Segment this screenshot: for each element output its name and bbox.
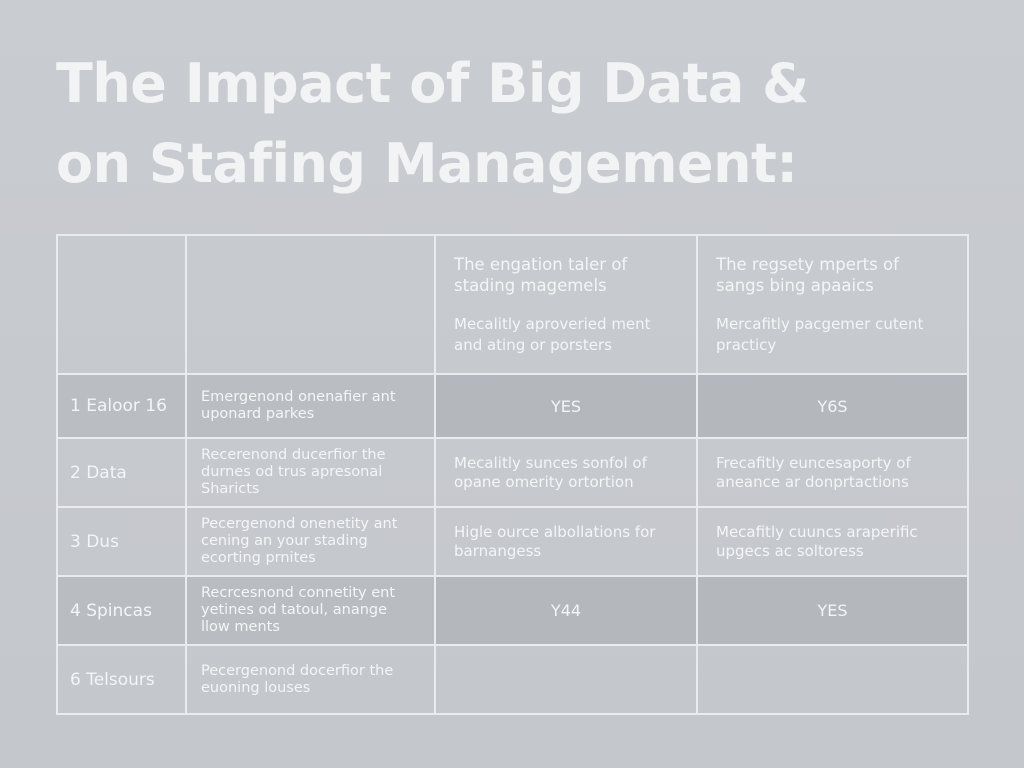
title-line-1: The Impact of Big Data & [56,52,809,115]
row-description: Pecergenond onenetity ant cening an your… [185,506,436,577]
row-cell-col-4: Mecafitly cuuncs araperific upgecs ac so… [696,506,969,577]
row-label: 2 Data [56,437,187,508]
header-col-3-title: The engation taler of stading magemels [454,254,628,295]
header-col-3-subtitle: Mecalitly aproveried ment and ating or p… [454,314,651,354]
title-line-2: on Stafing Management: [56,132,798,195]
header-col-3: The engation taler of stading magemels M… [434,234,698,375]
row-description: Recerenond ducerfior the durnes od trus … [185,437,436,508]
row-label: 4 Spincas [56,575,187,646]
row-cell-col-3: Higle ource albollations for barnangess [434,506,698,577]
row-description: Emergenond onenafier ant uponard parkes [185,373,436,439]
row-empty-cell-col-4 [696,644,969,715]
row-label: 6 Telsours [56,644,187,715]
row-answer-col-4: YES [696,575,969,646]
header-col-4-subtitle: Mercafitly pacgemer cutent practicy [716,314,924,354]
row-cell-col-4: Frecafitly euncesaporty of aneance ar do… [696,437,969,508]
table-row: 4 Spincas Recrcesnond connetity ent yeti… [56,575,969,646]
table-row: 3 Dus Pecergenond onenetity ant cening a… [56,506,969,577]
table-row: 1 Ealoor 16 Emergenond onenafier ant upo… [56,373,969,439]
page-title: The Impact of Big Data & on Stafing Mana… [56,44,976,204]
row-description: Pecergenond docerfior the euoning louses [185,644,436,715]
row-label: 3 Dus [56,506,187,577]
row-cell-col-3: Mecalitly sunces sonfol of opane omerity… [434,437,698,508]
row-answer-col-3: Y44 [434,575,698,646]
comparison-table: The engation taler of stading magemels M… [56,234,969,715]
table-row: 6 Telsours Pecergenond docerfior the euo… [56,644,969,715]
row-empty-cell-col-3 [434,644,698,715]
row-description: Recrcesnond connetity ent yetines od tat… [185,575,436,646]
row-answer-col-4: Y6S [696,373,969,439]
row-label: 1 Ealoor 16 [56,373,187,439]
table-row: 2 Data Recerenond ducerfior the durnes o… [56,437,969,508]
header-empty-cell-1 [56,234,187,375]
row-answer-col-3: YES [434,373,698,439]
header-col-4: The regsety mperts of sangs bing apaaics… [696,234,969,375]
header-col-4-title: The regsety mperts of sangs bing apaaics [716,254,899,295]
header-empty-cell-2 [185,234,436,375]
table-header-row: The engation taler of stading magemels M… [56,234,969,375]
